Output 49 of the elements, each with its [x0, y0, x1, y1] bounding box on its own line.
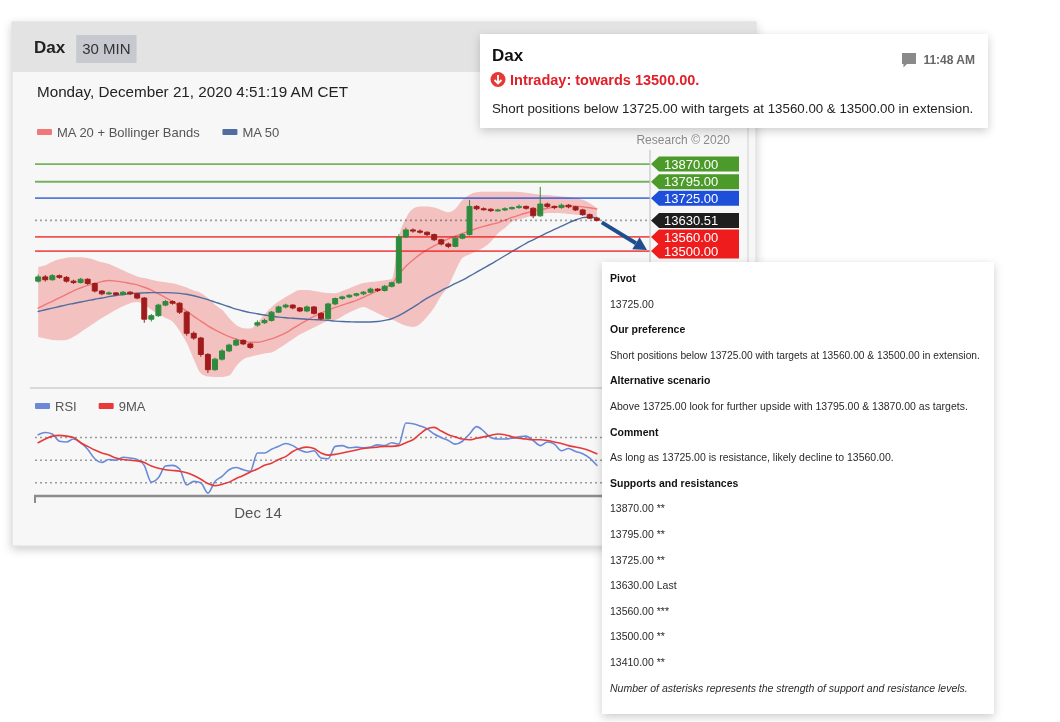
legend-label: RSI [55, 399, 77, 414]
text: Short positions below 13725.00 with targets at 13560.00 & 13500.00 in extension. [610, 349, 980, 361]
text: 11:48 AM [923, 53, 975, 67]
candlestick [374, 287, 381, 293]
y-tick-label: 13560.00 [664, 229, 719, 245]
text: 13725.00 [610, 297, 654, 310]
y-tick-label: 13725.00 [664, 190, 719, 206]
candlestick [303, 305, 310, 313]
text: 13725.00 ** [610, 553, 665, 566]
text: Dec 14 [234, 504, 282, 521]
text: Dax [492, 46, 524, 65]
text: Intraday: towards 13500.00. [510, 72, 700, 88]
line-series [37, 216, 598, 323]
text: 13870.00 ** [610, 502, 665, 515]
text: Comment [610, 425, 659, 438]
text: Research © 2020 [636, 133, 731, 147]
candlestick [537, 186, 544, 218]
candlestick [42, 274, 49, 283]
legend-label: MA 50 [242, 125, 280, 140]
candlestick [558, 203, 565, 210]
text: Pivot [610, 272, 637, 284]
text: 13410.00 ** [610, 656, 665, 668]
text: Number of asterisks represents the strength of support and resistance levels. [610, 681, 968, 694]
text: 13560.00 *** [610, 604, 669, 617]
y-tick-label: 13630.51 [664, 212, 719, 228]
legend-label: 9MA [118, 399, 146, 414]
candlestick [35, 274, 42, 284]
legend-label: MA 20 + Bollinger Bands [57, 125, 201, 140]
text: Above 13725.00 look for further upside with 13795.00 & 13870.00 as targets. [610, 400, 968, 412]
chart-title: Dax [34, 38, 66, 57]
text: 13630.00 Last [610, 579, 677, 592]
text: Supports and resistances [610, 476, 739, 489]
candlestick [49, 273, 56, 282]
y-tick-label: 13795.00 [664, 174, 719, 190]
chart-subtitle: 30 MIN [82, 40, 131, 57]
candlestick [77, 277, 84, 284]
text: As long as 13725.00 is resistance, likely decline to 13560.00. [610, 451, 894, 464]
text: Short positions below 13725.00 with targets at 13560.00 & 13500.00 in extension. [492, 101, 974, 116]
line-series [37, 205, 598, 343]
text: Alternative scenario [610, 374, 711, 387]
text: 13795.00 ** [610, 528, 665, 540]
candlestick [112, 291, 119, 297]
text: 13500.00 ** [610, 630, 665, 643]
candlestick [120, 290, 127, 296]
y-tick-label: 13500.00 [664, 243, 719, 259]
text: Monday, December 21, 2020 4:51:19 AM CET [37, 83, 349, 100]
candlestick [105, 290, 112, 296]
text: Our preference [610, 323, 686, 336]
y-tick-label: 13870.00 [664, 156, 719, 172]
